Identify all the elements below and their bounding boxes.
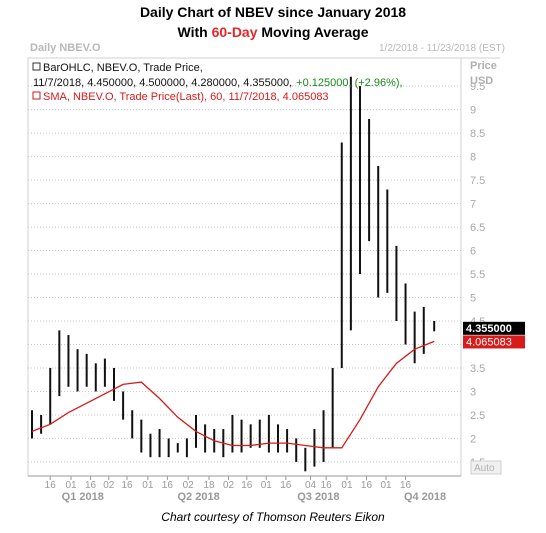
ohlc-bars xyxy=(31,76,436,472)
sma-legend-line: SMA, NBEV.O, Trade Price(Last), 60, 11/7… xyxy=(43,91,329,103)
y-tick-label: 2 xyxy=(470,433,476,445)
sma-line xyxy=(31,340,435,449)
x-tick-label: 01 xyxy=(65,480,77,491)
quarter-label: Q4 2018 xyxy=(404,491,446,503)
symbol-label: Daily NBEV.O xyxy=(30,42,101,54)
axis-title-price: Price xyxy=(470,60,497,72)
grid-layer xyxy=(28,85,461,463)
x-tick-label: 16 xyxy=(162,480,174,491)
bar-legend-values: 11/7/2018, 4.450000, 4.500000, 4.280000,… xyxy=(33,77,292,89)
bar-legend-line2: 11/7/2018, 4.450000, 4.500000, 4.280000,… xyxy=(33,77,403,89)
subtitle-highlight: 60-Day xyxy=(211,24,258,40)
x-tick-label: 01 xyxy=(341,480,353,491)
bar-legend-change: +0.125000, (+2.96%), xyxy=(296,77,402,89)
x-tick-label: 16 xyxy=(85,480,97,491)
x-tick-label: 18 xyxy=(203,480,215,491)
x-axis: 16 01 16 02 16 01 16 02 18 02 16 01 16 04 16 01 16 01 16Q1… xyxy=(28,475,461,503)
x-tick-label: 02 xyxy=(103,480,115,491)
y-tick-label: 3 xyxy=(470,386,476,398)
x-tick-label: 16 xyxy=(45,480,57,491)
last-price-label: 4.355000 xyxy=(466,323,512,335)
x-tick-label: 02 xyxy=(183,480,195,491)
bar-legend-swatch xyxy=(32,62,41,71)
chart-title: Daily Chart of NBEV since January 2018 xyxy=(0,4,546,20)
y-tick-label: 6.5 xyxy=(470,222,485,234)
auto-scale-button[interactable] xyxy=(470,460,502,475)
quarter-label: Q1 2018 xyxy=(62,491,104,503)
x-tick-label: 16 xyxy=(361,480,373,491)
y-tick-label: 9.5 xyxy=(470,81,485,93)
y-tick-label: 9 xyxy=(470,105,476,117)
subtitle-prefix: With xyxy=(177,24,212,40)
sma-legend-swatch xyxy=(32,91,41,100)
sma-price-label: 4.065083 xyxy=(466,336,512,348)
quarter-label: Q2 2018 xyxy=(177,491,219,503)
x-tick-label: 01 xyxy=(380,480,392,491)
x-tick-label: 16 xyxy=(241,480,253,491)
x-tick-label: 16 xyxy=(321,480,333,491)
chart-credit: Chart courtesy of Thomson Reuters Eikon xyxy=(161,510,385,524)
y-tick-label: 7 xyxy=(470,199,476,211)
axis-title-usd: USD xyxy=(470,75,493,87)
x-tick-label: 16 xyxy=(121,480,133,491)
x-tick-label: 16 xyxy=(280,480,292,491)
quarter-label: Q3 2018 xyxy=(297,491,339,503)
sma-price-badge xyxy=(463,335,525,349)
x-tick-label: 01 xyxy=(142,480,154,491)
y-tick-label: 6 xyxy=(470,246,476,258)
y-tick-label: 8.5 xyxy=(470,128,485,140)
y-axis: 1.522.533.544.555.566.577.588.599.5 xyxy=(470,81,485,469)
chart-subtitle: With 60-Day Moving Average xyxy=(0,24,546,40)
auto-scale-label: Auto xyxy=(474,463,495,474)
subtitle-suffix: Moving Average xyxy=(257,24,369,40)
date-range: 1/2/2018 - 11/23/2018 (EST) xyxy=(379,43,505,54)
y-tick-label: 5 xyxy=(470,293,476,305)
x-tick-label: 02 xyxy=(223,480,235,491)
y-tick-label: 3.5 xyxy=(470,363,485,375)
y-tick-label: 5.5 xyxy=(470,269,485,281)
x-tick-label: 04 xyxy=(305,480,317,491)
bar-legend-line1: BarOHLC, NBEV.O, Trade Price, xyxy=(43,62,203,74)
x-tick-label: 01 xyxy=(261,480,273,491)
last-price-badge xyxy=(463,321,525,335)
y-tick-label: 7.5 xyxy=(470,175,485,187)
y-tick-label: 8 xyxy=(470,152,476,164)
y-tick-label: 2.5 xyxy=(470,410,485,422)
x-tick-label: 16 xyxy=(400,480,412,491)
chart-title-text: Daily Chart of NBEV since January 2018 xyxy=(139,4,407,20)
